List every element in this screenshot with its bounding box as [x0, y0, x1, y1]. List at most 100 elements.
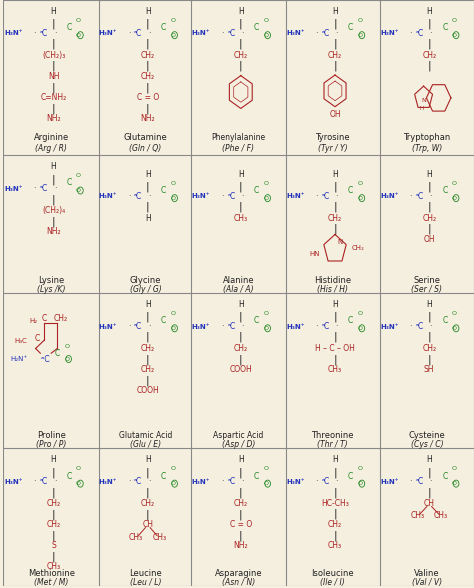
Text: C: C: [442, 186, 447, 195]
Text: ᵃC: ᵃC: [227, 477, 236, 486]
Text: |: |: [333, 509, 337, 519]
Text: H: H: [145, 170, 151, 179]
Text: O: O: [357, 326, 363, 331]
Text: (Gly / G): (Gly / G): [129, 285, 161, 294]
Text: |: |: [239, 354, 243, 365]
Text: ·: ·: [335, 192, 337, 201]
Text: |: |: [52, 82, 55, 92]
Text: H₃N⁺: H₃N⁺: [380, 323, 399, 329]
Text: |: |: [52, 103, 55, 113]
Text: O: O: [170, 196, 175, 201]
Text: CH₂: CH₂: [234, 344, 248, 353]
Text: ·: ·: [409, 192, 411, 201]
Text: Glutamine: Glutamine: [124, 133, 167, 142]
Text: |: |: [428, 223, 431, 234]
Text: H₃N⁺: H₃N⁺: [380, 193, 399, 199]
Text: CH₂: CH₂: [422, 344, 436, 353]
Text: (Arg / R): (Arg / R): [35, 144, 67, 153]
Text: H₂N⁺: H₂N⁺: [10, 356, 27, 362]
Text: |: |: [52, 552, 55, 562]
Text: Threonine: Threonine: [311, 431, 354, 440]
Text: (Pro / P): (Pro / P): [36, 440, 66, 449]
Text: |: |: [239, 312, 243, 322]
Text: O: O: [452, 481, 457, 486]
Text: ·: ·: [34, 477, 36, 486]
Text: |: |: [146, 487, 150, 497]
Text: (Ile / I): (Ile / I): [320, 578, 345, 587]
Text: |: |: [146, 103, 150, 113]
Text: CH₂: CH₂: [46, 520, 61, 529]
Text: (Val / V): (Val / V): [412, 578, 442, 587]
Text: C: C: [348, 186, 353, 195]
Text: Proline: Proline: [37, 431, 65, 440]
Text: |: |: [146, 39, 150, 49]
Text: (Met / M): (Met / M): [34, 578, 68, 587]
Text: N: N: [337, 239, 342, 245]
Text: CH: CH: [142, 520, 153, 529]
Text: H₃N⁺: H₃N⁺: [4, 31, 23, 36]
Text: C: C: [42, 313, 47, 323]
Text: O: O: [170, 481, 175, 486]
Text: H₃N⁺: H₃N⁺: [4, 479, 23, 485]
Text: (Leu / L): (Leu / L): [130, 578, 161, 587]
Text: ᵃC: ᵃC: [134, 192, 143, 201]
Text: Asparagine: Asparagine: [215, 569, 262, 578]
Text: C: C: [348, 23, 353, 32]
Text: H₂: H₂: [29, 318, 37, 324]
Text: ᵃC: ᵃC: [416, 322, 424, 331]
Text: NH₂: NH₂: [140, 114, 155, 123]
Text: |: |: [428, 39, 431, 49]
Text: C: C: [254, 316, 259, 325]
Text: Lysine: Lysine: [38, 276, 64, 285]
Text: |: |: [428, 354, 431, 365]
Text: (Asp / D): (Asp / D): [222, 440, 255, 449]
Text: NH: NH: [48, 72, 59, 81]
Text: |: |: [333, 354, 337, 365]
Text: C: C: [55, 349, 60, 358]
Text: |: |: [52, 174, 55, 185]
Text: |: |: [428, 182, 431, 192]
Text: HC-CH₃: HC-CH₃: [321, 499, 349, 508]
Text: Leucine: Leucine: [129, 569, 162, 578]
Text: |: |: [333, 332, 337, 342]
Text: CH₃: CH₃: [129, 533, 143, 542]
Text: H₃N⁺: H₃N⁺: [286, 323, 304, 329]
Text: (CH₂)₄: (CH₂)₄: [42, 206, 65, 215]
Text: C: C: [442, 472, 447, 480]
Text: |: |: [146, 61, 150, 72]
Text: |: |: [428, 202, 431, 212]
Text: SH: SH: [424, 365, 435, 374]
Text: |: |: [52, 487, 55, 497]
Text: ᵃC: ᵃC: [416, 29, 424, 38]
Text: ·: ·: [221, 322, 223, 331]
Text: O: O: [170, 466, 175, 472]
Text: (Thr / T): (Thr / T): [318, 440, 348, 449]
Text: |: |: [333, 19, 337, 29]
Text: O: O: [263, 326, 268, 331]
Text: ·: ·: [148, 477, 150, 486]
Text: |: |: [333, 182, 337, 192]
Text: O: O: [64, 356, 69, 362]
Text: H₃N⁺: H₃N⁺: [99, 479, 117, 485]
Text: |: |: [146, 182, 150, 192]
Text: CH₂: CH₂: [141, 365, 155, 374]
Text: ·: ·: [315, 29, 318, 38]
Text: C: C: [161, 186, 166, 195]
Text: (Lys /K): (Lys /K): [37, 285, 65, 294]
Text: O: O: [357, 481, 363, 486]
Text: CH₃: CH₃: [46, 562, 61, 572]
Text: |: |: [239, 467, 243, 477]
Text: |: |: [146, 19, 150, 29]
Text: C = O: C = O: [137, 93, 159, 102]
Text: H: H: [51, 7, 56, 16]
Text: (Trp, W): (Trp, W): [412, 144, 442, 153]
Text: H: H: [427, 7, 432, 16]
Text: O: O: [76, 466, 81, 472]
Text: Glycine: Glycine: [130, 276, 161, 285]
Text: O: O: [170, 18, 175, 23]
Text: CH₂: CH₂: [141, 72, 155, 81]
Text: CH₂: CH₂: [328, 520, 342, 529]
Text: O: O: [76, 481, 81, 486]
Text: ·: ·: [409, 29, 411, 38]
Text: O: O: [76, 188, 81, 193]
